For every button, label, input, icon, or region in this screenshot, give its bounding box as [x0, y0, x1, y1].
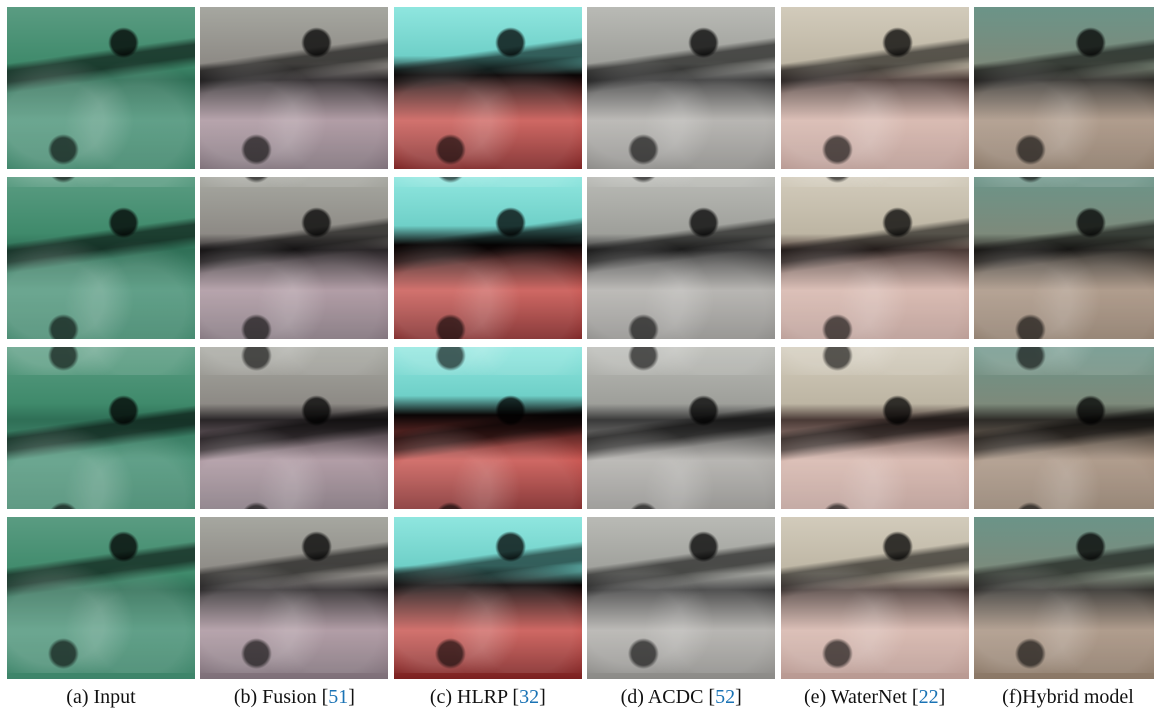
result-image: [781, 517, 969, 679]
caption: (f)Hybrid model: [974, 686, 1154, 709]
result-image: [200, 347, 388, 509]
result-image: [781, 7, 969, 169]
caption-text: ]: [348, 686, 355, 708]
caption-text: ]: [539, 686, 546, 708]
caption: (a) Input: [7, 686, 195, 709]
result-image: [200, 517, 388, 679]
result-image: [587, 347, 775, 509]
result-image: [587, 7, 775, 169]
result-image: [781, 347, 969, 509]
result-image: [7, 7, 195, 169]
result-image: [587, 517, 775, 679]
result-image: [974, 7, 1154, 169]
caption-text: ]: [735, 686, 742, 708]
caption-text: (e) WaterNet [: [804, 686, 919, 708]
caption: (c) HLRP [32]: [394, 686, 582, 709]
caption-text: (d) ACDC [: [621, 686, 715, 708]
citation: 52: [715, 686, 735, 708]
caption: (e) WaterNet [22]: [781, 686, 969, 709]
result-image: [394, 517, 582, 679]
citation: 22: [919, 686, 939, 708]
result-image: [974, 347, 1154, 509]
caption-text: (c) HLRP [: [430, 686, 519, 708]
result-image: [394, 177, 582, 339]
result-image: [587, 177, 775, 339]
caption: (d) ACDC [52]: [587, 686, 775, 709]
result-image: [394, 7, 582, 169]
result-image: [7, 177, 195, 339]
caption: (b) Fusion [51]: [200, 686, 388, 709]
citation: 51: [328, 686, 348, 708]
result-image: [200, 177, 388, 339]
result-image: [7, 347, 195, 509]
caption-text: (a) Input: [66, 686, 135, 708]
result-image: [781, 177, 969, 339]
result-image: [200, 7, 388, 169]
caption-text: (b) Fusion [: [234, 686, 328, 708]
result-image: [394, 347, 582, 509]
figure: (a) Input(b) Fusion [51](c) HLRP [32](d)…: [0, 0, 1154, 717]
result-image: [974, 177, 1154, 339]
result-image: [974, 517, 1154, 679]
citation: 32: [519, 686, 539, 708]
caption-text: (f)Hybrid model: [1002, 686, 1134, 708]
caption-text: ]: [939, 686, 946, 708]
result-image: [7, 517, 195, 679]
